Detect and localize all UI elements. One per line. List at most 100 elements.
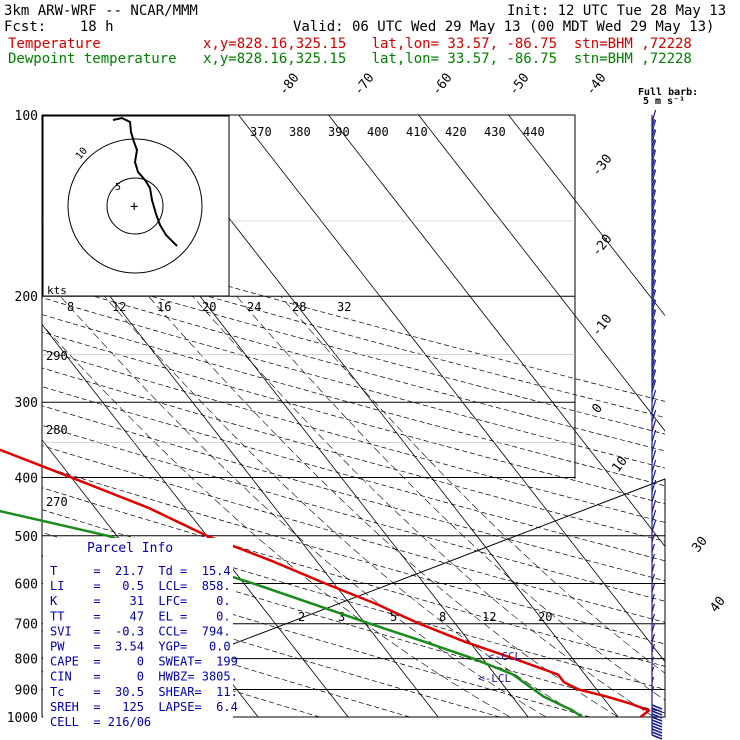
wind-barb [651, 299, 657, 313]
pressure-label: 400 [15, 471, 38, 486]
wind-barb [651, 239, 657, 253]
temperature-tick-label: -80 [276, 71, 302, 99]
legend-temperature-info: x,y=828.16,325.15 lat,lon= 33.57, -86.75… [203, 36, 692, 52]
wind-barb [651, 189, 657, 203]
mixing-ratio-lower-label: 20 [538, 610, 552, 624]
theta-label: 420 [445, 125, 467, 139]
wind-barb-half [651, 338, 655, 348]
pressure-label: 200 [15, 290, 38, 305]
theta-label: 370 [250, 125, 272, 139]
parcel-info-row: SREH = 125 LAPSE= 6.4 [50, 700, 238, 714]
wind-barb [651, 573, 655, 583]
moist-adiabat [192, 296, 655, 717]
wind-barb-half [651, 198, 655, 208]
wind-barb-half [651, 248, 655, 258]
mixing-ratio-label: 24 [247, 300, 261, 314]
wind-barb-half [651, 178, 655, 188]
parcel-info-row: TT = 47 EL = 0. [50, 609, 231, 623]
wind-barb [651, 359, 657, 373]
wind-barb [651, 710, 663, 716]
wind-barb [651, 219, 657, 233]
wind-barb [651, 543, 655, 553]
mixing-ratio-label: 20 [202, 300, 216, 314]
legend-dewpoint-label: Dewpoint temperature [8, 51, 177, 67]
mixing-ratio-label: 12 [112, 300, 126, 314]
wind-barb [651, 179, 657, 193]
theta-side-label: 290 [46, 349, 68, 363]
wind-barb [651, 719, 663, 725]
wind-barb [651, 249, 657, 263]
wind-barb [651, 509, 657, 523]
wind-barb-half [651, 258, 655, 268]
isotherm [508, 115, 665, 317]
wind-barb [651, 449, 657, 463]
moist-adiabat [104, 296, 583, 717]
wind-barb [651, 725, 663, 731]
wind-barb-half [651, 188, 655, 198]
hodograph-ring-inner [106, 177, 164, 235]
wind-barb [651, 716, 663, 722]
mixing-ratio-lower-label: 8 [439, 610, 446, 624]
hodograph-unit-label: kts [47, 284, 67, 297]
wind-barb [651, 479, 657, 493]
pressure-label: 900 [15, 683, 38, 698]
wind-barb [651, 419, 657, 433]
wind-barb-half [651, 368, 655, 378]
hodograph-inner-label: 5 [115, 182, 121, 193]
isotherm [42, 323, 349, 717]
theta-side-label: 280 [46, 423, 68, 437]
wind-barb-half [651, 118, 655, 128]
wind-barb-half [651, 138, 655, 148]
wind-barb [651, 409, 657, 423]
legend-temperature-label: Temperature [8, 36, 101, 52]
mixing-ratio-label: 16 [157, 300, 171, 314]
moist-adiabat [148, 296, 619, 717]
wind-barb [651, 439, 657, 453]
theta-label: 380 [289, 125, 311, 139]
init-time: Init: 12 UTC Tue 28 May 13 [507, 3, 727, 19]
pressure-label: 300 [15, 396, 38, 411]
wind-barb [651, 563, 655, 573]
wind-barb [651, 379, 657, 393]
wind-barb [651, 259, 657, 273]
mixing-ratio-lower-label: 12 [482, 610, 496, 624]
dry-adiabat [42, 487, 665, 667]
wind-barb [651, 722, 663, 728]
parcel-info-row: PW = 3.54 YGP= 0.0 [50, 640, 231, 654]
pressure-label: 1000 [7, 711, 38, 726]
wind-barb [651, 149, 657, 163]
wind-barb [651, 169, 657, 183]
dry-adiabat [42, 579, 500, 717]
wind-barb [651, 469, 657, 483]
wind-barb-half [651, 128, 655, 138]
wind-barb [651, 686, 655, 693]
temperature-tick-label: 30 [689, 534, 710, 556]
wind-barb [651, 319, 657, 333]
parcel-info-row: CAPE = 0 SWEAT= 199 [50, 655, 238, 669]
parcel-info-row: K = 31 LFC= 0. [50, 594, 231, 608]
wind-barb [651, 731, 663, 737]
wind-barb [651, 713, 663, 719]
wind-barb [651, 429, 657, 443]
wind-barb [651, 399, 657, 413]
hodograph-center: + [130, 199, 138, 215]
parcel-info-row: T = 21.7 Td = 15.4 [50, 564, 231, 578]
pressure-label: 800 [15, 653, 38, 668]
ccl-marker: <-CCL [488, 650, 521, 663]
wind-barb [651, 209, 657, 223]
wind-barb [651, 704, 663, 710]
wind-barb [651, 349, 657, 363]
mixing-ratio-lower-label: 2 [298, 610, 305, 624]
wind-barb [651, 109, 657, 123]
legend-dewpoint-info: x,y=828.16,325.15 lat,lon= 33.57, -86.75… [203, 51, 692, 67]
wind-barb-half [651, 288, 655, 298]
moist-adiabat [280, 296, 665, 674]
wind-barb [651, 623, 655, 633]
mixing-ratio-label: 8 [67, 300, 74, 314]
wind-barb [651, 603, 655, 613]
temperature-tick-label: -40 [583, 71, 609, 99]
parcel-info-box: Parcel Info T = 21.7 Td = 15.4LI = 0.5 LC… [43, 538, 238, 729]
